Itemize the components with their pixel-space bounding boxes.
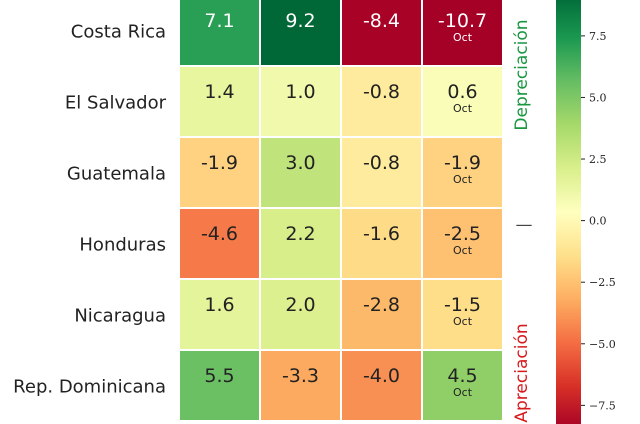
row-label: Honduras [79, 235, 166, 256]
colorbar-tick-label: −5.0 [589, 338, 616, 351]
cell-value: -0.8 [363, 81, 400, 103]
cell-value: 9.2 [285, 10, 315, 32]
cell-value: 5.5 [204, 365, 234, 387]
cell-note: Oct [453, 173, 473, 186]
cell-value: 1.0 [285, 81, 315, 103]
cell-value: 2.0 [285, 294, 315, 316]
cell-value: -2.8 [363, 294, 400, 316]
cell-value: 3.0 [285, 152, 315, 174]
row-label: Guatemala [67, 164, 166, 185]
heatmap-cell [342, 67, 421, 136]
cell-value: -1.9 [444, 152, 481, 174]
cell-value: -2.5 [444, 223, 481, 245]
depreciation-label: Depreciación [512, 19, 532, 130]
row-label: El Salvador [65, 93, 167, 114]
colorbar-tick-label: 5.0 [589, 91, 607, 104]
heatmap-cell [342, 351, 421, 420]
cell-note: Oct [453, 315, 473, 328]
heatmap-cell [261, 209, 340, 278]
cell-value: 4.5 [447, 365, 477, 387]
heatmap-cell [180, 138, 259, 207]
heatmap-cell [180, 209, 259, 278]
colorbar-ticks: 7.5 5.0 2.5 0.0 −2.5 −5.0 −7.5 [581, 30, 616, 412]
colorbar: 7.5 5.0 2.5 0.0 −2.5 −5.0 −7.5 [556, 0, 616, 424]
neutral-dash: — [516, 215, 533, 235]
heatmap-cell [423, 351, 502, 420]
colorbar-tick-label: −7.5 [589, 399, 616, 412]
heatmap-cell [180, 351, 259, 420]
heatmap-cell [342, 280, 421, 349]
heatmap-cell [423, 67, 502, 136]
colorbar-tick-label: −2.5 [589, 276, 616, 289]
row-label: Nicaragua [74, 306, 166, 327]
cell-note: Oct [453, 386, 473, 399]
heatmap-cell [423, 138, 502, 207]
cell-value: 1.4 [204, 81, 234, 103]
row-label: Costa Rica [71, 22, 166, 43]
cell-value: 1.6 [204, 294, 234, 316]
heatmap-cell [180, 0, 259, 65]
heatmap-cell [180, 280, 259, 349]
appreciation-label: Apreciación [512, 323, 532, 422]
cell-value: 0.6 [447, 81, 477, 103]
side-labels: Depreciación — Apreciación [512, 19, 533, 422]
colorbar-tick-label: 0.0 [589, 215, 607, 228]
heatmap-cell [261, 67, 340, 136]
row-label: Rep. Dominicana [13, 377, 166, 398]
cell-value: -0.8 [363, 152, 400, 174]
cell-value: -4.0 [363, 365, 400, 387]
cell-note: Oct [453, 244, 473, 257]
heatmap-cell [261, 138, 340, 207]
cell-value: -1.9 [201, 152, 238, 174]
heatmap-cell [261, 351, 340, 420]
cell-value: -1.6 [363, 223, 400, 245]
cell-value: -10.7 [438, 10, 487, 32]
colorbar-tick-label: 2.5 [589, 153, 607, 166]
colorbar-tick-label: 7.5 [589, 30, 607, 43]
heatmap-cell [261, 280, 340, 349]
cell-value: -8.4 [363, 10, 400, 32]
heatmap-cell [423, 0, 502, 65]
row-labels: Costa Rica El Salvador Guatemala Honduras Ni… [13, 22, 166, 398]
heatmap-cell [261, 0, 340, 65]
cell-value: -3.3 [282, 365, 319, 387]
heatmap-cell [180, 67, 259, 136]
cell-value: -1.5 [444, 294, 481, 316]
cell-value: -4.6 [201, 223, 238, 245]
cell-value: 7.1 [204, 10, 234, 32]
heatmap-cell [342, 138, 421, 207]
heatmap-cell [342, 0, 421, 65]
heatmap-cell [342, 209, 421, 278]
cell-note: Oct [453, 102, 473, 115]
cell-note: Oct [453, 31, 473, 44]
heatmap-cell [423, 209, 502, 278]
cell-value: 2.2 [285, 223, 315, 245]
heatmap-cell [423, 280, 502, 349]
colorbar-gradient [556, 0, 581, 424]
